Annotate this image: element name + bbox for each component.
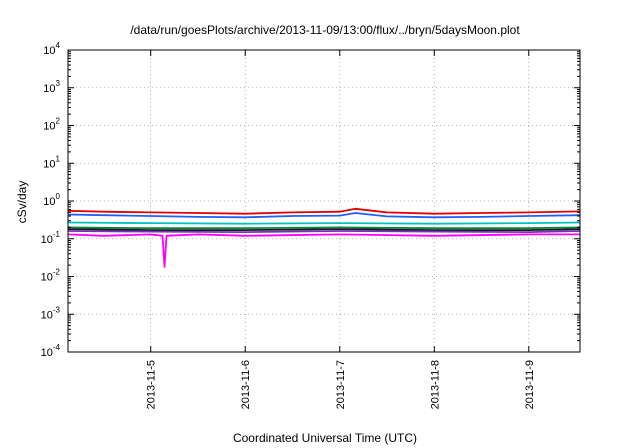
y-tick-exponent: -3 <box>53 305 61 314</box>
y-tick-label: 100 <box>43 192 60 208</box>
x-tick-label: 2013-11-5 <box>146 360 158 409</box>
y-tick-exponent: -1 <box>53 230 61 239</box>
y-tick-label: 10-2 <box>41 268 61 284</box>
grid <box>68 49 580 353</box>
y-tick-label: 10-1 <box>41 230 61 246</box>
x-tick-label: 2013-11-9 <box>524 360 536 409</box>
y-tick-exponent: 4 <box>56 41 61 50</box>
series-group <box>67 207 581 268</box>
y-tick-base: 10 <box>43 158 55 170</box>
y-tick-exponent: 3 <box>56 79 61 88</box>
series-line-6 <box>67 230 581 234</box>
series-line-2 <box>67 212 581 219</box>
y-tick-base: 10 <box>41 347 53 359</box>
y-tick-base: 10 <box>41 234 53 246</box>
series-line-5 <box>67 228 581 232</box>
y-tick-exponent: -2 <box>53 268 61 277</box>
y-tick-label: 10-3 <box>41 305 61 321</box>
y-tick-exponent: 0 <box>56 192 61 201</box>
y-tick-label: 101 <box>43 154 60 170</box>
y-tick-label: 104 <box>43 41 60 57</box>
y-tick-base: 10 <box>41 309 53 321</box>
series-line-1 <box>67 207 581 215</box>
series-line-3 <box>67 221 581 225</box>
x-tick-label: 2013-11-7 <box>335 360 347 409</box>
y-tick-base: 10 <box>43 196 55 208</box>
x-ticks: 2013-11-5 2013-11-6 2013-11-7 2013-11-8 2013… <box>146 50 536 409</box>
y-tick-base: 10 <box>43 83 55 95</box>
x-tick-label: 2013-11-8 <box>429 360 441 409</box>
y-tick-label: 102 <box>43 117 60 133</box>
y-tick-label: 103 <box>43 79 60 95</box>
y-tick-exponent: 1 <box>56 154 61 163</box>
y-tick-exponent: -4 <box>53 343 61 352</box>
y-tick-base: 10 <box>43 45 55 57</box>
series-line-7 <box>67 233 580 268</box>
y-tick-base: 10 <box>43 121 55 133</box>
y-tick-base: 10 <box>41 272 53 284</box>
y-tick-label: 10-4 <box>41 343 61 359</box>
series-line-4 <box>67 226 581 230</box>
x-axis-label: Coordinated Universal Time (UTC) <box>233 431 417 445</box>
x-tick-label: 2013-11-6 <box>240 360 252 409</box>
chart-title: /data/run/goesPlots/archive/2013-11-09/1… <box>130 23 520 37</box>
y-axis-label: cSv/day <box>15 181 29 224</box>
y-tick-exponent: 2 <box>56 117 61 126</box>
